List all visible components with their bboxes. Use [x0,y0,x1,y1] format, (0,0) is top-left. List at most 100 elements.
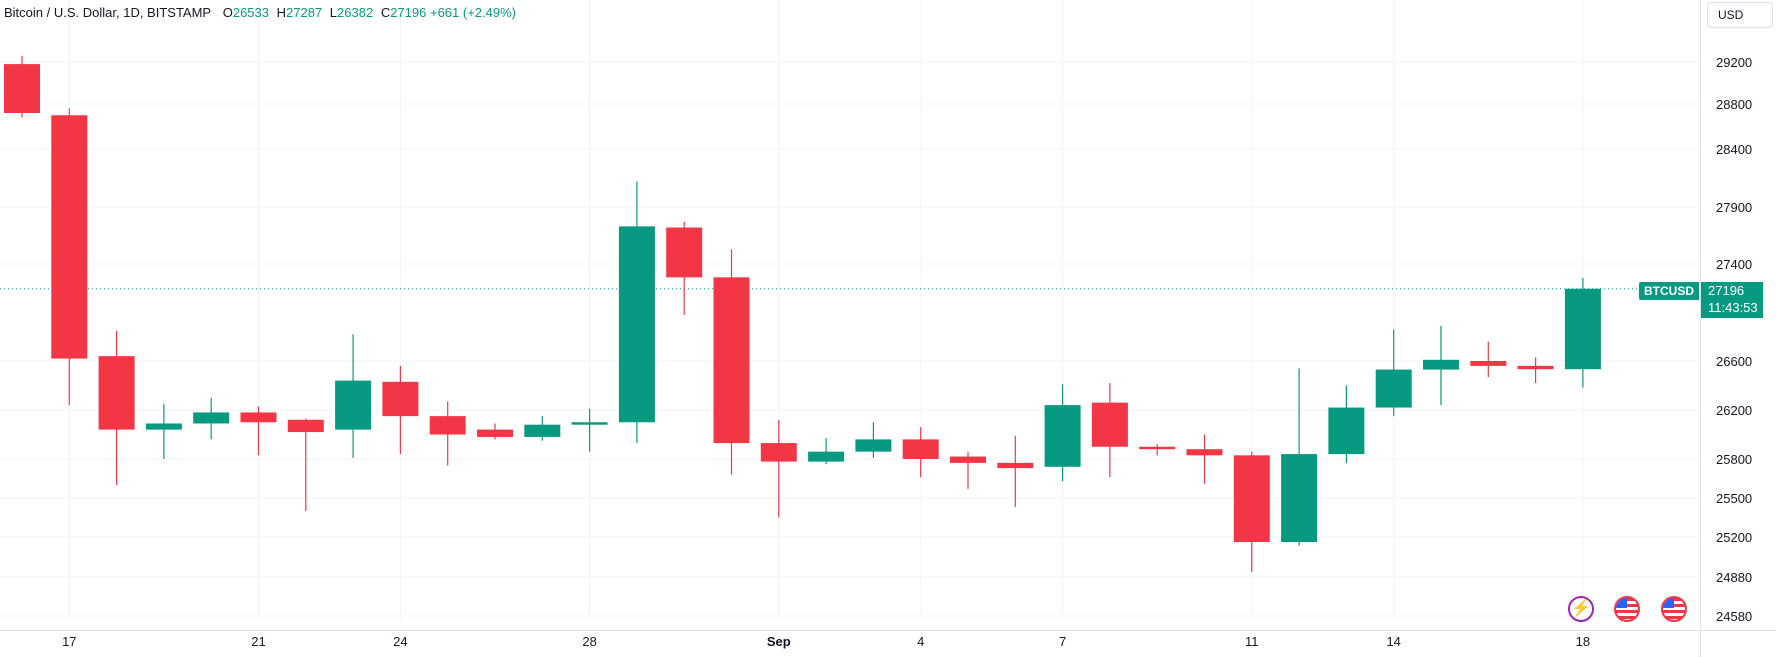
candle-body [1139,446,1176,450]
candle [666,221,703,315]
candle-body [4,64,40,113]
y-tick-label: 26200 [1716,403,1752,418]
y-tick-label: 26600 [1716,354,1752,369]
candle [1328,385,1365,463]
candle-body [808,451,845,462]
y-tick-label: 29200 [1716,55,1752,70]
candle [618,181,655,444]
y-tick-label: 28400 [1716,142,1752,157]
last-price-tag: 27196 11:43:53 [1701,282,1763,318]
lightning-icon[interactable]: ⚡ [1568,596,1594,622]
high-label: H [276,5,287,20]
candle [240,406,277,456]
us-flag-icon[interactable] [1661,596,1687,622]
candle [98,330,135,485]
x-tick-label: Sep [767,634,791,649]
candle [145,403,182,459]
candle [1564,277,1601,388]
candle-body [145,423,182,430]
candle-body [902,439,939,459]
y-tick-label: 25500 [1716,491,1752,506]
candle-body [666,227,703,278]
y-tick-label: 25200 [1716,530,1752,545]
candle-body [335,380,372,430]
candle-body [1281,454,1318,542]
candle-body [855,439,892,452]
candle [287,418,324,511]
low-value: 26382 [337,5,374,20]
candle-body [618,226,655,423]
candle [51,108,88,406]
candle-body [193,412,230,424]
x-tick-label: 4 [917,634,924,649]
candle-body [524,424,561,437]
close-value: 27196 [390,5,427,20]
y-tick-label: 28800 [1716,97,1752,112]
candle-body [1186,449,1223,456]
candle [1139,444,1176,456]
candle-body [950,456,986,463]
candle [382,365,419,455]
candle-body [51,115,88,359]
candle [1091,383,1128,478]
candle [902,427,939,478]
candle [1044,384,1081,482]
high-value: 27287 [286,5,323,20]
price-axis[interactable]: 29200 28800 28400 27900 27400 26600 26200 25800… [1716,55,1752,624]
candle-body [713,277,750,444]
open-value: 26533 [232,5,269,20]
candle-body [382,381,419,417]
candle [950,451,986,489]
candle [808,438,845,465]
candle [571,408,608,452]
x-tick-label: 28 [582,634,596,649]
x-tick-label: 7 [1059,634,1066,649]
candle-body [1233,455,1270,542]
close-label: C [380,5,391,20]
last-price-value: 27196 [1708,283,1745,298]
candle-body [1044,405,1081,467]
candle-body [1423,359,1459,370]
candle-body [1517,365,1554,370]
candle-body [287,419,324,433]
candle-body [477,429,513,437]
open-label: O [222,5,233,20]
candle [760,419,797,518]
y-tick-label: 25800 [1716,452,1752,467]
y-tick-label: 27400 [1716,257,1752,272]
candle-body [571,422,608,425]
x-tick-label: 17 [62,634,76,649]
candle [855,422,892,458]
low-label: L [329,5,338,20]
candle [1375,329,1412,417]
x-tick-label: 14 [1386,634,1400,649]
time-axis[interactable]: 17 21 24 28 Sep 4 7 11 14 18 [62,634,1590,649]
candle [429,401,466,466]
us-flag-icon[interactable] [1614,596,1640,622]
candle [1517,357,1554,384]
candle-body [1470,361,1507,366]
candle-body [1564,288,1601,370]
candle [335,334,372,458]
candle-body [1328,407,1365,455]
candle [477,423,513,440]
x-tick-label: 24 [393,634,407,649]
candle [4,55,40,118]
y-tick-label: 24880 [1716,570,1752,585]
symbol-price-tag: BTCUSD [1639,282,1699,300]
candle [193,397,230,440]
currency-button[interactable]: USD [1707,2,1773,28]
x-tick-label: 11 [1245,634,1259,649]
candle [997,435,1034,508]
legend-header: Bitcoin / U.S. Dollar, 1D, BITSTAMP O265… [4,5,516,20]
y-tick-label: 24580 [1716,609,1752,624]
bar-countdown: 11:43:53 [1708,300,1758,315]
x-tick-label: 18 [1576,634,1590,649]
candle [1233,451,1270,572]
x-tick-label: 21 [251,634,265,649]
candle [1281,368,1318,546]
candle [713,249,750,475]
candle-body [760,443,797,462]
